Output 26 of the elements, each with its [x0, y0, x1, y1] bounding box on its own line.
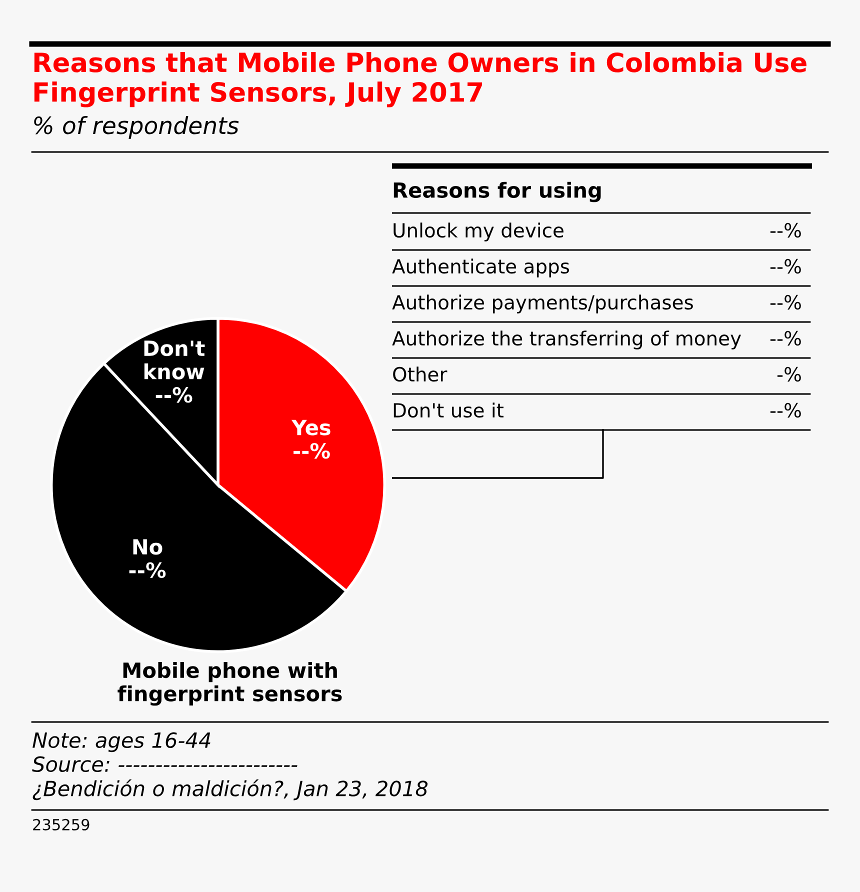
data-label: --% — [294, 442, 330, 459]
text: --% — [770, 294, 801, 310]
category-label: Don't use it — [394, 402, 504, 418]
category-label: Authorize payments/purchases — [392, 294, 693, 314]
text: --% — [770, 402, 801, 418]
text: -% — [777, 366, 801, 382]
slice-label: No — [133, 539, 162, 555]
text: --% — [770, 258, 801, 274]
slice-label: Yes — [291, 420, 330, 436]
category-label: Unlock my device — [394, 222, 564, 242]
chart-subtitle: % of respondents — [34, 116, 239, 139]
text: Mobile phone with fingerprint sensors — [118, 662, 342, 706]
text: --% — [770, 222, 801, 238]
data-label: --% — [129, 562, 166, 578]
text: Note: ages 16-44 — [32, 732, 210, 752]
category-label: Authorize the transferring of money — [392, 330, 741, 350]
text: 235259 — [33, 818, 90, 830]
source-note: Source: ------------------------ — [32, 756, 298, 772]
text: --% — [770, 330, 801, 346]
slice-label: Don't know — [144, 340, 205, 380]
chart-title: Reasons that Mobile Phone Owners in Colombia Use Fingerprint Sensors, July 2017 — [34, 52, 806, 108]
text: ¿Bendición o maldición?, Jan 23, 2018 — [32, 779, 428, 800]
data-label: --% — [156, 387, 192, 403]
category-label: Authenticate apps — [392, 258, 570, 278]
text: Reasons for using — [394, 182, 601, 202]
category-label: Other — [393, 366, 448, 382]
